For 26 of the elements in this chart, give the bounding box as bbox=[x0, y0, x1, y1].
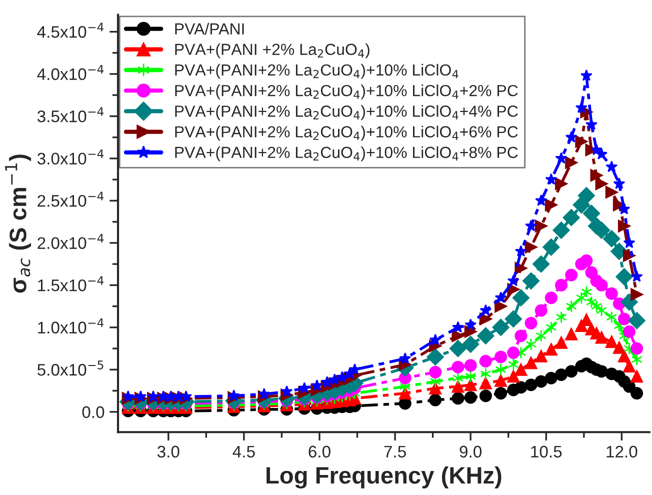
legend-label: PVA+(PANI+2% La$_{2}$CuO$_{4}$)+10% LiClO$_{4}$ bbox=[175, 64, 458, 79]
y-tick-label: 5.0x10$^{−5}$ bbox=[37, 360, 104, 376]
legend-label: PVA+(PANI+2% La$_{2}$CuO$_{4}$)+10% LiClO$_{4}$+2% PC bbox=[175, 84, 518, 100]
legend-label: PVA+(PANI+2% La$_{2}$CuO$_{4}$)+10% LiClO$_{4}$+6% PC bbox=[175, 126, 518, 141]
x-tick-label: 12.0 bbox=[606, 446, 638, 458]
x-tick-label: 7.5 bbox=[384, 446, 406, 458]
x-tick-label: 6.0 bbox=[308, 446, 330, 458]
y-tick-label: 3.0x10$^{−4}$ bbox=[37, 149, 104, 165]
x-tick-label: 4.5 bbox=[232, 446, 255, 458]
y-tick-label: 2.5x10$^{−4}$ bbox=[38, 192, 104, 207]
y-tick-label: 2.0x10$^{−4}$ bbox=[38, 234, 104, 250]
y-tick-label: 3.5x10$^{−4}$ bbox=[37, 107, 104, 122]
y-axis-title: σ$_{ac}$ (S cm$^{−1}$) bbox=[5, 154, 32, 293]
y-tick-label: 0.0 bbox=[82, 406, 104, 418]
legend-label: PVA/PANI bbox=[175, 22, 244, 35]
legend-label: PVA+(PANI+2% La$_{2}$CuO$_{4}$)+10% LiClO$_{4}$+4% PC bbox=[175, 105, 518, 120]
x-tick-label: 10.5 bbox=[531, 446, 562, 458]
y-tick-label: 1.5x10$^{−4}$ bbox=[38, 276, 104, 292]
x-tick-label: 3.0 bbox=[157, 446, 180, 458]
y-tick-label: 4.0x10$^{−4}$ bbox=[37, 65, 104, 80]
x-tick-label: 9.0 bbox=[460, 446, 482, 458]
x-axis-title: Log Frequency (KHz) bbox=[266, 466, 502, 489]
y-tick-label: 4.5x10$^{−4}$ bbox=[37, 22, 104, 38]
legend-label: PVA+(PANI +2% La$_{2}$CuO$_{4}$) bbox=[175, 43, 370, 58]
legend-label: PVA+(PANI+2% La$_{2}$CuO$_{4}$)+10% LiClO$_{4}$+8% PC bbox=[175, 146, 518, 162]
y-tick-label: 1.0x10$^{−4}$ bbox=[38, 318, 104, 334]
